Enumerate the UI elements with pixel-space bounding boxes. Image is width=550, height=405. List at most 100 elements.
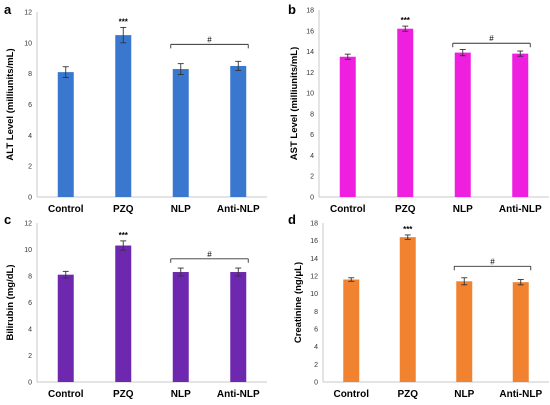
y-tick-label: 12	[306, 70, 314, 77]
bar-anti-nlp	[512, 53, 529, 198]
bracket-label: #	[490, 257, 495, 266]
y-axis-label: ALT Level (milliunits/mL)	[5, 48, 16, 160]
bar-anti-nlp	[230, 272, 247, 382]
y-tick-label: 2	[310, 174, 314, 181]
bar-anti-nlp	[512, 282, 529, 382]
error-bar	[461, 277, 468, 286]
y-tick-label: 16	[310, 238, 318, 245]
error-bar	[177, 63, 184, 75]
y-tick-label: 0	[28, 380, 32, 387]
y-tick-label: 14	[306, 49, 314, 56]
significance-bracket	[452, 42, 531, 48]
y-axis-label: Creatinine (ng/μL)	[293, 262, 304, 343]
y-tick-label: 16	[306, 28, 314, 35]
y-tick-label: 8	[28, 71, 32, 78]
error-bar	[120, 240, 127, 251]
y-tick-label: 4	[28, 327, 32, 334]
bar-control	[57, 72, 74, 197]
chart-panel-a: a 0 2 4 6 8 10 12 ALT Level (milliunits/mL) Contr…	[4, 2, 267, 215]
x-category-label: Control	[330, 204, 366, 215]
panel-letter: b	[288, 2, 296, 17]
error-bar	[235, 60, 242, 72]
y-tick-label: 8	[314, 309, 318, 316]
y-tick-label: 0	[28, 195, 32, 202]
error-bar	[404, 234, 411, 240]
bar-nlp	[456, 281, 473, 382]
x-category-label: Anti-NLP	[217, 389, 260, 400]
y-tick-label: 14	[310, 256, 318, 263]
error-bar	[517, 50, 524, 57]
chart-panel-c: c 0 2 4 6 8 10 12 Bilirubin (mg/dL) Control PZQ NLP…	[4, 212, 267, 400]
significance-stars: ***	[119, 231, 129, 240]
error-bar	[402, 25, 409, 32]
error-bar	[517, 279, 524, 286]
error-bar	[459, 49, 466, 57]
bar-pzq	[115, 245, 132, 382]
error-bar	[62, 66, 69, 78]
bar-control	[343, 279, 360, 382]
significance-bracket	[170, 43, 249, 49]
significance-stars: ***	[119, 17, 129, 26]
significance-bracket	[170, 258, 249, 263]
bar-nlp	[172, 69, 189, 197]
y-tick-label: 2	[314, 362, 318, 369]
x-category-label: Control	[48, 389, 84, 400]
error-bar	[177, 267, 184, 277]
y-tick-label: 18	[306, 8, 314, 15]
bar-nlp	[454, 52, 471, 197]
bracket-label: #	[489, 34, 494, 43]
bracket-label: #	[207, 250, 212, 259]
x-category-label: Anti-NLP	[499, 204, 542, 215]
error-bar	[235, 267, 242, 277]
y-tick-label: 12	[24, 10, 32, 17]
x-category-label: NLP	[454, 389, 474, 400]
significance-bracket	[453, 265, 532, 271]
y-tick-label: 10	[306, 91, 314, 98]
x-category-label: Control	[333, 389, 369, 400]
y-axis-label: AST Level (milliunits/mL)	[289, 47, 300, 161]
y-tick-label: 8	[310, 111, 314, 118]
panel-letter: a	[4, 2, 12, 17]
x-category-label: PZQ	[397, 389, 418, 400]
x-category-label: NLP	[171, 389, 191, 400]
x-category-label: PZQ	[395, 204, 416, 215]
bar-control	[339, 56, 356, 197]
y-tick-label: 6	[28, 102, 32, 109]
x-category-label: PZQ	[113, 204, 134, 215]
chart-panel-b: b 0 2 4 6 8 10 12 14 16 18 AST Level (milliunits/mL…	[288, 2, 549, 215]
x-category-label: PZQ	[113, 389, 134, 400]
y-tick-label: 2	[28, 353, 32, 360]
x-category-label: Control	[48, 204, 84, 215]
bar-pzq	[115, 35, 132, 197]
bar-anti-nlp	[230, 65, 247, 197]
error-bar	[344, 53, 351, 60]
y-tick-label: 10	[310, 291, 318, 298]
significance-stars: ***	[403, 225, 413, 234]
bracket-label: #	[207, 35, 212, 44]
bar-pzq	[397, 28, 414, 198]
y-tick-label: 10	[24, 40, 32, 47]
error-bar	[120, 26, 127, 44]
bar-nlp	[172, 272, 189, 382]
x-category-label: NLP	[171, 204, 191, 215]
y-tick-label: 10	[24, 247, 32, 254]
y-tick-label: 6	[28, 300, 32, 307]
y-tick-label: 12	[24, 221, 32, 228]
y-tick-label: 2	[28, 164, 32, 171]
significance-stars: ***	[401, 16, 411, 25]
bar-control	[57, 274, 74, 382]
y-tick-label: 4	[310, 153, 314, 160]
bar-pzq	[399, 237, 416, 382]
chart-panel-d: d 0 2 4 6 8 10 12 14 16 18 Creatinine (ng/μL) Contro…	[288, 212, 549, 400]
panel-letter: c	[4, 212, 11, 227]
y-tick-label: 12	[310, 274, 318, 281]
y-tick-label: 4	[314, 344, 318, 351]
panel-letter: d	[288, 212, 296, 227]
x-category-label: NLP	[453, 204, 473, 215]
x-category-label: Anti-NLP	[217, 204, 260, 215]
y-tick-label: 4	[28, 133, 32, 140]
y-axis-label: Bilirubin (mg/dL)	[5, 265, 16, 341]
y-tick-label: 0	[314, 380, 318, 387]
y-tick-label: 6	[314, 327, 318, 334]
